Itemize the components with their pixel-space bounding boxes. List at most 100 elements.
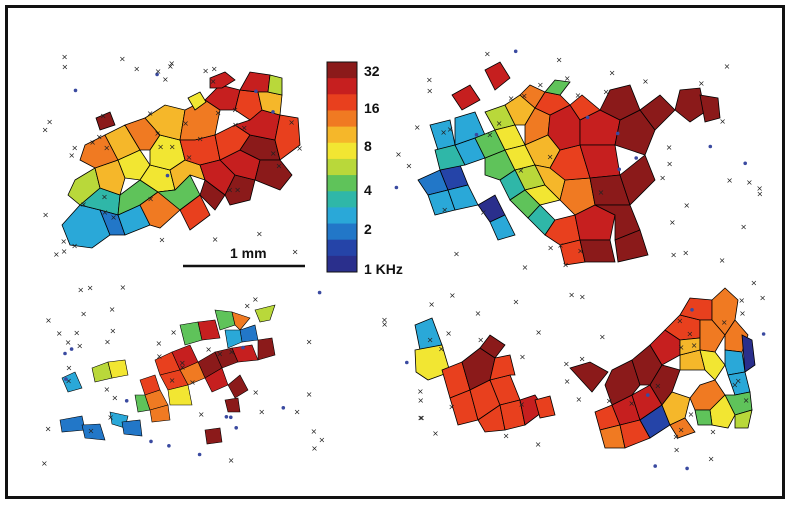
sampling-x-marker: × [147, 109, 154, 118]
sampling-x-marker: × [61, 53, 68, 62]
sampling-x-marker: × [477, 336, 484, 345]
sampling-dot [149, 439, 153, 444]
colorbar-tick-16: 16 [364, 100, 380, 116]
sampling-dot [394, 185, 399, 190]
sampling-x-marker: × [659, 173, 666, 182]
sampling-x-marker: × [42, 125, 49, 134]
sampling-x-marker: × [406, 162, 413, 171]
sampling-x-marker: × [159, 236, 166, 245]
sampling-x-marker: × [557, 241, 564, 250]
sampling-dot [685, 466, 689, 471]
sampling-dot [63, 351, 67, 356]
sampling-x-marker: × [508, 94, 515, 103]
colorbar-band [327, 239, 357, 257]
sampling-x-marker: × [449, 291, 456, 300]
sampling-x-marker: × [564, 377, 571, 386]
colorbar-tick-4: 4 [364, 182, 372, 198]
colorbar-band [327, 175, 357, 192]
sampling-x-marker: × [487, 131, 494, 140]
sampling-x-marker: × [395, 150, 402, 159]
sampling-x-marker: × [521, 91, 528, 100]
sampling-x-marker: × [708, 455, 715, 464]
sampling-x-marker: × [448, 403, 455, 412]
sampling-x-marker: × [381, 316, 388, 325]
sampling-dot [197, 452, 202, 457]
colorbar-band [327, 255, 357, 273]
sampling-x-marker: × [60, 237, 67, 246]
sampling-x-marker: × [205, 345, 212, 354]
sampling-x-marker: × [102, 208, 109, 217]
sampling-x-marker: × [691, 341, 698, 350]
sampling-x-marker: × [147, 194, 154, 203]
sampling-x-marker: × [682, 248, 689, 257]
sampling-x-marker: × [211, 65, 218, 74]
sampling-dot [690, 308, 694, 312]
sampling-x-marker: × [154, 129, 161, 138]
sampling-x-marker: × [732, 381, 739, 390]
sampling-x-marker: × [252, 388, 259, 397]
sampling-x-marker: × [577, 247, 584, 256]
sampling-x-marker: × [519, 353, 526, 362]
sampling-x-marker: × [80, 200, 87, 209]
sampling-x-marker: × [719, 256, 726, 265]
sampling-x-marker: × [579, 293, 586, 302]
sampling-x-marker: × [294, 407, 301, 416]
sampling-x-marker: × [687, 330, 694, 339]
sampling-x-marker: × [100, 112, 107, 121]
sampling-x-marker: × [244, 302, 251, 311]
sampling-x-marker: × [575, 91, 582, 100]
sampling-x-marker: × [104, 385, 111, 394]
sampling-x-marker: × [182, 119, 189, 128]
sampling-x-marker: × [739, 309, 746, 318]
sampling-x-marker: × [88, 426, 95, 435]
sampling-dot [234, 426, 238, 430]
sampling-x-marker: × [418, 413, 425, 422]
sampling-x-marker: × [241, 124, 248, 133]
sampling-dot [513, 49, 518, 54]
sampling-x-marker: × [96, 133, 103, 142]
colorbar-band [327, 78, 357, 95]
sampling-x-marker: × [56, 329, 63, 338]
sampling-x-marker: × [746, 178, 753, 187]
sampling-x-marker: × [381, 320, 388, 329]
sampling-x-marker: × [417, 387, 424, 396]
sampling-x-marker: × [68, 151, 75, 160]
sampling-x-marker: × [109, 305, 116, 314]
sampling-x-marker: × [606, 397, 613, 406]
sampling-x-marker: × [306, 338, 313, 347]
sampling-dot [761, 332, 766, 336]
sampling-x-marker: × [292, 247, 299, 256]
sampling-x-marker: × [628, 399, 635, 408]
sampling-x-marker: × [475, 309, 482, 318]
sampling-dot [271, 110, 275, 114]
sampling-x-marker: × [724, 62, 731, 71]
sampling-x-marker: × [599, 333, 606, 342]
sampling-dot [229, 415, 233, 420]
sampling-x-marker: × [562, 260, 569, 269]
sampling-x-marker: × [735, 376, 742, 385]
sampling-x-marker: × [417, 396, 424, 405]
sampling-x-marker: × [66, 364, 73, 373]
sampling-x-marker: × [306, 390, 313, 399]
sampling-x-marker: × [576, 395, 583, 404]
colorbar [326, 61, 358, 273]
sampling-x-marker: × [169, 142, 176, 151]
sampling-x-marker: × [71, 241, 78, 250]
sampling-x-marker: × [547, 244, 554, 253]
map-bottom-right [414, 287, 756, 449]
sampling-x-marker: × [518, 166, 525, 175]
sampling-x-marker: × [46, 118, 53, 127]
sampling-x-marker: × [311, 444, 318, 453]
sampling-x-marker: × [133, 65, 140, 74]
sampling-x-marker: × [677, 317, 684, 326]
sampling-x-marker: × [480, 208, 487, 217]
sampling-x-marker: × [41, 459, 48, 468]
sampling-dot [124, 399, 129, 403]
sampling-x-marker: × [168, 59, 175, 68]
sampling-x-marker: × [276, 162, 283, 171]
sampling-x-marker: × [445, 329, 452, 338]
sampling-x-marker: × [535, 440, 542, 449]
colorbar-band [327, 207, 357, 225]
sampling-x-marker: × [156, 339, 163, 348]
